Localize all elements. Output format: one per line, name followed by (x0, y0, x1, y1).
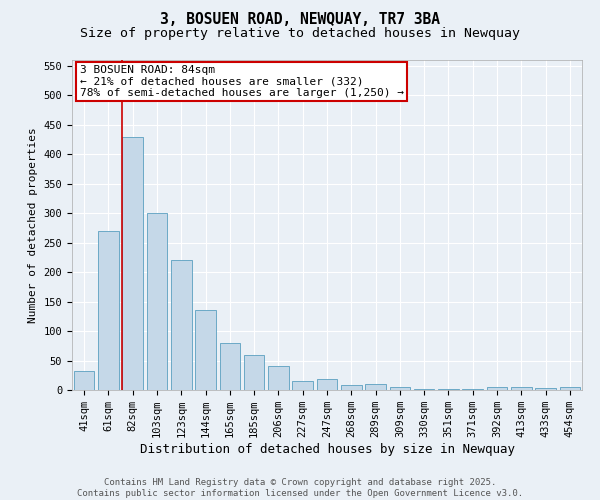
Bar (220, 343, 240, 390)
Bar (317, 380, 337, 390)
X-axis label: Distribution of detached houses by size in Newquay: Distribution of detached houses by size … (139, 443, 515, 456)
Bar (292, 381, 313, 390)
Bar (244, 354, 265, 390)
Bar (122, 136, 143, 390)
Bar (389, 387, 410, 390)
Bar (341, 386, 362, 390)
Text: 3 BOSUEN ROAD: 84sqm
← 21% of detached houses are smaller (332)
78% of semi-deta: 3 BOSUEN ROAD: 84sqm ← 21% of detached h… (80, 65, 404, 98)
Bar (365, 384, 386, 390)
Bar (195, 310, 216, 390)
Text: Size of property relative to detached houses in Newquay: Size of property relative to detached ho… (80, 28, 520, 40)
Bar (171, 260, 191, 390)
Bar (560, 387, 580, 390)
Bar (98, 231, 119, 390)
Y-axis label: Number of detached properties: Number of detached properties (28, 127, 38, 323)
Bar (438, 389, 459, 390)
Bar (146, 213, 167, 390)
Bar (487, 387, 508, 390)
Text: Contains HM Land Registry data © Crown copyright and database right 2025.
Contai: Contains HM Land Registry data © Crown c… (77, 478, 523, 498)
Bar (511, 387, 532, 390)
Bar (535, 388, 556, 390)
Text: 3, BOSUEN ROAD, NEWQUAY, TR7 3BA: 3, BOSUEN ROAD, NEWQUAY, TR7 3BA (160, 12, 440, 28)
Bar (414, 389, 434, 390)
Bar (463, 389, 483, 390)
Bar (74, 371, 94, 390)
Bar (268, 366, 289, 390)
